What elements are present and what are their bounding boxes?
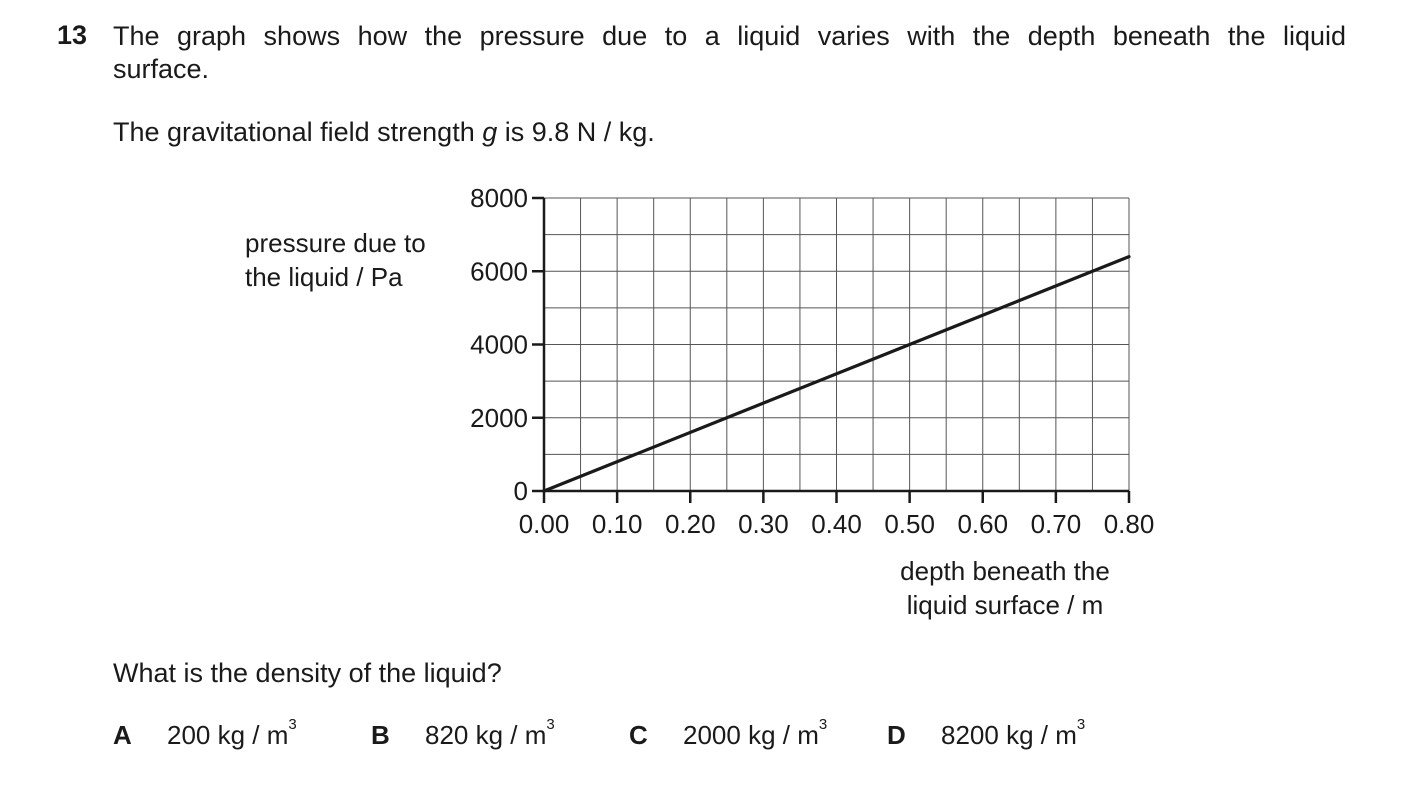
option-c-text: 2000 kg / m: [683, 720, 819, 750]
option-b-exponent: 3: [546, 716, 555, 733]
x-tick-label: 0.10: [592, 509, 643, 539]
given-symbol: g: [482, 117, 498, 147]
x-tick-label: 0.30: [738, 509, 789, 539]
option-a-letter[interactable]: A: [113, 720, 132, 750]
chart-series: [542, 255, 1131, 493]
question-number: 13: [57, 20, 88, 50]
series-line: [542, 255, 1131, 493]
option-d-value[interactable]: 8200 kg / m3: [941, 716, 1085, 751]
option-d-text: 8200 kg / m: [941, 720, 1077, 750]
option-c-letter[interactable]: C: [629, 720, 648, 750]
x-tick-label: 0.80: [1104, 509, 1155, 539]
x-tick-label: 0.20: [665, 509, 716, 539]
x-tick-label: 0.40: [811, 509, 862, 539]
x-axis-label-line-2: liquid surface / m: [906, 590, 1104, 620]
x-tick-label: 0.00: [519, 509, 570, 539]
given-statement: The gravitational field strength g is 9.…: [113, 117, 655, 148]
question-stem: The graph shows how the pressure due to …: [113, 21, 1346, 84]
option-d-letter[interactable]: D: [887, 720, 906, 750]
y-tick-label: 0: [514, 476, 528, 506]
given-prefix: The gravitational field strength: [113, 117, 483, 147]
y-axis-label: pressure due to the liquid / Pa: [245, 226, 465, 294]
option-b-text: 820 kg / m: [425, 720, 547, 750]
x-tick-label: 0.70: [1031, 509, 1082, 539]
x-tick-label: 0.50: [884, 509, 935, 539]
chart-grid: [543, 197, 1130, 492]
x-axis-label-line-1: depth beneath the: [900, 556, 1110, 586]
option-c-exponent: 3: [818, 716, 828, 733]
option-b-letter[interactable]: B: [371, 720, 390, 750]
y-tick-label: 2000: [470, 403, 528, 433]
option-a-text: 200 kg / m: [167, 720, 289, 750]
question-prompt: What is the density of the liquid?: [113, 658, 502, 688]
option-b-value[interactable]: 820 kg / m3: [425, 716, 555, 751]
option-a-exponent: 3: [288, 716, 297, 733]
y-axis-label-line-2: the liquid / Pa: [245, 262, 403, 292]
x-axis-label: depth beneath the liquid surface / m: [870, 554, 1140, 622]
y-tick-label: 6000: [470, 256, 528, 286]
given-suffix: is 9.8 N / kg.: [497, 117, 655, 147]
y-tick-label: 4000: [470, 330, 528, 360]
y-tick-label: 8000: [470, 183, 528, 213]
option-a-value[interactable]: 200 kg / m3: [167, 716, 297, 751]
x-tick-label: 0.60: [957, 509, 1008, 539]
y-axis-label-line-1: pressure due to: [245, 228, 426, 258]
option-d-exponent: 3: [1076, 716, 1086, 733]
option-c-value[interactable]: 2000 kg / m3: [683, 716, 827, 751]
chart-ticks: 0.00 0.10 0.20 0.30 0.40 0.50 0.60 0.70 0.80 0 200…: [470, 183, 1154, 539]
